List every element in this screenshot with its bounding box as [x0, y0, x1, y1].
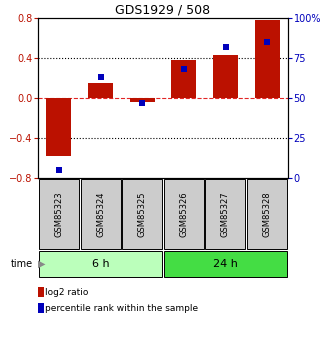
Bar	[247, 179, 287, 249]
Bar	[213, 55, 238, 98]
Bar	[46, 98, 71, 156]
Bar	[81, 179, 120, 249]
Text: GSM85325: GSM85325	[138, 191, 147, 237]
Bar	[39, 251, 162, 277]
Text: time: time	[11, 259, 33, 269]
Bar	[164, 251, 287, 277]
Text: 6 h: 6 h	[92, 259, 109, 269]
Bar	[88, 83, 113, 98]
Text: ▶: ▶	[38, 259, 45, 269]
Title: GDS1929 / 508: GDS1929 / 508	[116, 4, 211, 17]
Text: log2 ratio: log2 ratio	[45, 288, 89, 297]
Text: GSM85327: GSM85327	[221, 191, 230, 237]
Text: percentile rank within the sample: percentile rank within the sample	[45, 304, 198, 313]
Text: 24 h: 24 h	[213, 259, 238, 269]
Bar	[130, 98, 155, 102]
Bar	[255, 20, 280, 98]
Bar	[205, 179, 246, 249]
Bar	[39, 179, 79, 249]
Text: GSM85324: GSM85324	[96, 191, 105, 237]
Bar	[164, 179, 204, 249]
Bar	[122, 179, 162, 249]
Bar	[171, 60, 196, 98]
Text: GSM85323: GSM85323	[54, 191, 63, 237]
Text: GSM85328: GSM85328	[263, 191, 272, 237]
Text: GSM85326: GSM85326	[179, 191, 188, 237]
